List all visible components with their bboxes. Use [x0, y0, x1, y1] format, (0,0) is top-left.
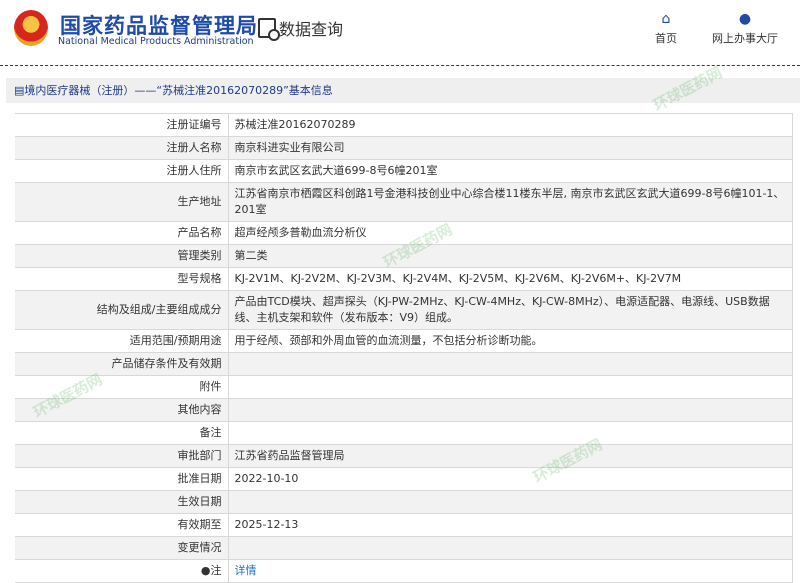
- table-row: 结构及组成/主要组成成分 产品由TCD模块、超声探头（KJ-PW-2MHz、KJ-…: [15, 290, 793, 330]
- field-value: 江苏省药品监督管理局: [227, 444, 793, 468]
- field-value: 南京科进实业有限公司: [227, 136, 793, 160]
- table-row: 产品名称 超声经颅多普勒血流分析仪: [15, 221, 793, 245]
- table-row: 生产地址 江苏省南京市栖霞区科创路1号金港科技创业中心综合楼11楼东半层, 南京市…: [15, 182, 793, 222]
- table-row: 管理类别 第二类: [15, 244, 793, 268]
- nav-home[interactable]: ⌂ 首页: [655, 12, 677, 46]
- field-value: 超声经颅多普勒血流分析仪: [227, 221, 793, 245]
- table-row: 审批部门 江苏省药品监督管理局: [15, 444, 793, 468]
- table-row: 生效日期: [15, 490, 793, 514]
- national-emblem-logo: [14, 10, 48, 46]
- details-link[interactable]: 详情: [234, 564, 257, 577]
- table-row: 其他内容: [15, 398, 793, 422]
- site-title: 国家药品监督管理局: [60, 14, 258, 38]
- field-label: 变更情况: [15, 536, 229, 560]
- pin-icon: ●: [200, 564, 211, 577]
- site-subtitle: National Medical Products Administration: [58, 36, 254, 47]
- nav-home-label: 首页: [655, 32, 677, 45]
- field-label: 产品储存条件及有效期: [15, 352, 229, 376]
- field-value: KJ-2V1M、KJ-2V2M、KJ-2V3M、KJ-2V4M、KJ-2V5M、…: [227, 267, 793, 291]
- field-label: 有效期至: [15, 513, 229, 537]
- field-label: ●注: [15, 559, 229, 583]
- table-row-note: ●注 详情: [15, 559, 793, 583]
- info-table: 注册证编号 苏械注准20162070289 注册人名称 南京科进实业有限公司 注册人住所…: [15, 113, 793, 583]
- field-value: 苏械注准20162070289: [227, 113, 793, 137]
- field-label: 备注: [15, 421, 229, 445]
- table-row: 适用范围/预期用途 用于经颅、颈部和外周血管的血流测量，不包括分析诊断功能。: [15, 329, 793, 353]
- field-label: 生产地址: [15, 182, 229, 222]
- nav-online-hall-label: 网上办事大厅: [712, 32, 778, 45]
- table-row: 型号规格 KJ-2V1M、KJ-2V2M、KJ-2V3M、KJ-2V4M、KJ-2…: [15, 267, 793, 291]
- document-search-icon: [258, 18, 280, 41]
- table-row: 注册人名称 南京科进实业有限公司: [15, 136, 793, 160]
- data-query-link[interactable]: 数据查询: [258, 16, 344, 41]
- nav-online-hall[interactable]: ● 网上办事大厅: [712, 12, 778, 46]
- field-label: 注册人名称: [15, 136, 229, 160]
- field-label: 适用范围/预期用途: [15, 329, 229, 353]
- table-row: 产品储存条件及有效期: [15, 352, 793, 376]
- field-value: [227, 421, 793, 445]
- user-icon: ●: [738, 11, 752, 27]
- field-value: 第二类: [227, 244, 793, 268]
- table-row: 批准日期 2022-10-10: [15, 467, 793, 491]
- field-value: 2022-10-10: [227, 467, 793, 491]
- field-value: [227, 536, 793, 560]
- field-label: 产品名称: [15, 221, 229, 245]
- field-label: 其他内容: [15, 398, 229, 422]
- field-label: 注册证编号: [15, 113, 229, 137]
- field-label: 注册人住所: [15, 159, 229, 183]
- field-label: 生效日期: [15, 490, 229, 514]
- table-row: 注册证编号 苏械注准20162070289: [15, 113, 793, 137]
- field-value: [227, 375, 793, 399]
- data-query-label: 数据查询: [279, 20, 344, 39]
- field-value: [227, 352, 793, 376]
- table-row: 有效期至 2025-12-13: [15, 513, 793, 537]
- field-label: 审批部门: [15, 444, 229, 468]
- field-label: 结构及组成/主要组成成分: [15, 290, 229, 330]
- home-icon: ⌂: [661, 11, 671, 27]
- table-row: 附件: [15, 375, 793, 399]
- field-value: [227, 398, 793, 422]
- table-row: 变更情况: [15, 536, 793, 560]
- site-header: 国家药品监督管理局 National Medical Products Admi…: [0, 0, 800, 66]
- field-label: 型号规格: [15, 267, 229, 291]
- field-label: 批准日期: [15, 467, 229, 491]
- breadcrumb: ▤境内医疗器械（注册）——“苏械注准20162070289”基本信息: [6, 78, 800, 103]
- field-value: 江苏省南京市栖霞区科创路1号金港科技创业中心综合楼11楼东半层, 南京市玄武区玄…: [227, 182, 793, 222]
- breadcrumb-text: 境内医疗器械（注册）——“苏械注准20162070289”基本信息: [24, 84, 333, 97]
- field-value: 详情: [227, 559, 793, 583]
- document-icon: ▤: [14, 84, 25, 97]
- field-value: 用于经颅、颈部和外周血管的血流测量，不包括分析诊断功能。: [227, 329, 793, 353]
- field-value: 产品由TCD模块、超声探头（KJ-PW-2MHz、KJ-CW-4MHz、KJ-C…: [227, 290, 793, 330]
- field-value: 2025-12-13: [227, 513, 793, 537]
- table-row: 注册人住所 南京市玄武区玄武大道699-8号6幢201室: [15, 159, 793, 183]
- table-row: 备注: [15, 421, 793, 445]
- field-label: 附件: [15, 375, 229, 399]
- field-value: 南京市玄武区玄武大道699-8号6幢201室: [227, 159, 793, 183]
- field-label: 管理类别: [15, 244, 229, 268]
- note-label: 注: [210, 564, 222, 577]
- field-value: [227, 490, 793, 514]
